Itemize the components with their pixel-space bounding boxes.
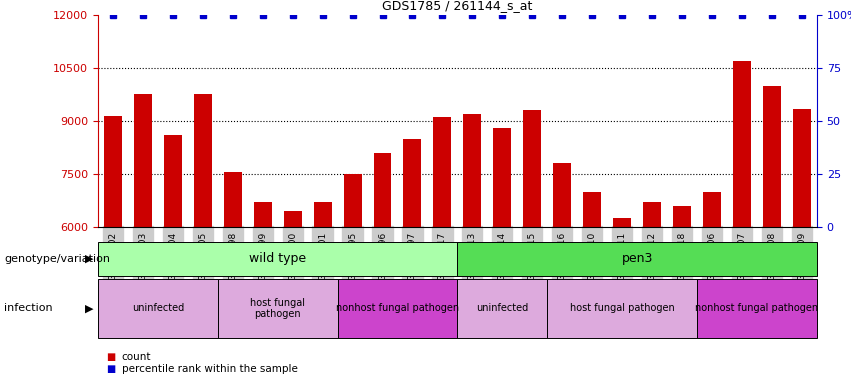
Bar xyxy=(733,61,751,227)
Bar xyxy=(614,218,631,227)
Bar xyxy=(163,135,182,227)
Bar xyxy=(374,153,391,227)
Text: count: count xyxy=(122,352,151,362)
Bar xyxy=(458,242,817,276)
Text: ■: ■ xyxy=(106,352,116,362)
Bar xyxy=(104,116,122,227)
Bar xyxy=(673,206,691,227)
Bar xyxy=(134,94,151,227)
Bar xyxy=(224,172,242,227)
Title: GDS1785 / 261144_s_at: GDS1785 / 261144_s_at xyxy=(382,0,533,12)
Bar xyxy=(583,192,601,227)
Bar xyxy=(254,202,271,227)
Bar xyxy=(344,174,362,227)
Bar xyxy=(98,279,218,338)
Bar xyxy=(703,192,721,227)
Text: wild type: wild type xyxy=(249,252,306,265)
Text: nonhost fungal pathogen: nonhost fungal pathogen xyxy=(336,303,459,313)
Bar xyxy=(313,202,332,227)
Bar xyxy=(793,109,811,227)
Text: ▶: ▶ xyxy=(85,303,94,313)
Text: percentile rank within the sample: percentile rank within the sample xyxy=(122,364,298,374)
Text: uninfected: uninfected xyxy=(132,303,184,313)
Bar xyxy=(464,114,482,227)
Bar xyxy=(194,94,212,227)
Text: ▶: ▶ xyxy=(85,254,94,264)
Text: host fungal pathogen: host fungal pathogen xyxy=(570,303,675,313)
Bar xyxy=(458,279,547,338)
Bar xyxy=(433,117,451,227)
Bar xyxy=(547,279,697,338)
Text: genotype/variation: genotype/variation xyxy=(4,254,111,264)
Text: host fungal
pathogen: host fungal pathogen xyxy=(250,298,306,319)
Text: pen3: pen3 xyxy=(621,252,653,265)
Text: uninfected: uninfected xyxy=(477,303,528,313)
Bar xyxy=(553,164,571,227)
Bar xyxy=(763,86,781,227)
Bar xyxy=(697,279,817,338)
Text: ■: ■ xyxy=(106,364,116,374)
Bar xyxy=(218,279,338,338)
Text: nonhost fungal pathogen: nonhost fungal pathogen xyxy=(695,303,819,313)
Bar xyxy=(494,128,511,227)
Bar xyxy=(403,139,421,227)
Bar xyxy=(523,110,541,227)
Bar xyxy=(643,202,661,227)
Bar xyxy=(98,242,458,276)
Bar xyxy=(338,279,457,338)
Bar xyxy=(283,211,301,227)
Text: infection: infection xyxy=(4,303,53,313)
